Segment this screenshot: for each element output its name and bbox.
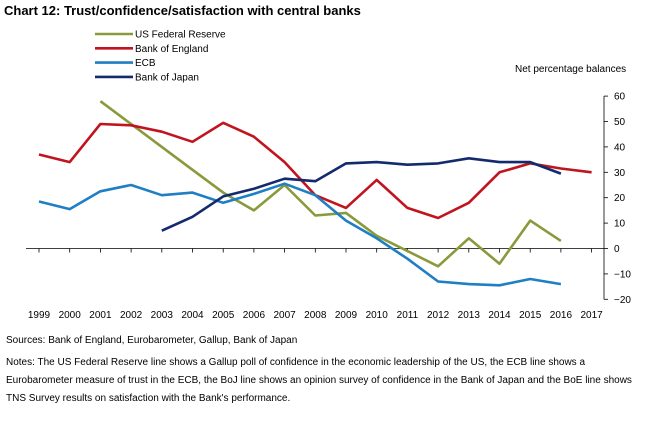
- y-tick-label: 0: [614, 244, 620, 255]
- legend-label: Bank of England: [135, 44, 208, 55]
- x-tick-label: 2005: [212, 310, 235, 321]
- y-tick-label: −10: [614, 269, 631, 280]
- y-tick-label: −20: [614, 295, 631, 306]
- y-tick-label: 10: [614, 219, 626, 230]
- x-tick-label: 2006: [243, 310, 266, 321]
- series-line-bank-of-japan: [161, 157, 562, 232]
- chart-title: Chart 12: Trust/confidence/satisfaction …: [4, 3, 361, 18]
- x-tick-label: 2012: [427, 310, 450, 321]
- series-line-ecb: [38, 182, 562, 287]
- x-tick-label: 2000: [59, 310, 82, 321]
- x-tick-label: 2009: [335, 310, 358, 321]
- axes: −20 −10 0 10 20 30 40 50 60 1999 2000 2001 2002 2003 2…: [26, 92, 631, 321]
- y-tick-label: 20: [614, 193, 626, 204]
- x-tick-label: 2013: [458, 310, 481, 321]
- legend-label: ECB: [135, 58, 156, 69]
- x-tick-label: 2002: [120, 310, 143, 321]
- series-line-bank-of-england: [38, 121, 592, 220]
- line-chart: US Federal Reserve Bank of England ECB Bank…: [26, 30, 631, 321]
- x-tick-label: 2004: [181, 310, 204, 321]
- x-tick-label: 2001: [89, 310, 112, 321]
- x-tick-label: 2011: [397, 310, 419, 321]
- x-tick-label: 1999: [28, 310, 51, 321]
- x-tick-label: 2003: [151, 310, 174, 321]
- x-tick-label: 2015: [519, 310, 542, 321]
- x-tick-label: 2017: [580, 310, 603, 321]
- legend: US Federal Reserve Bank of England ECB Bank…: [95, 30, 226, 83]
- x-tick-label: 2008: [304, 310, 327, 321]
- series-line-us-federal-reserve: [99, 100, 562, 268]
- legend-label: US Federal Reserve: [135, 30, 226, 41]
- y-axis-title: Net percentage balances: [515, 64, 626, 75]
- y-tick-label: 60: [614, 92, 626, 103]
- x-tick-label: 2016: [550, 310, 573, 321]
- y-tick-label: 50: [614, 117, 626, 128]
- notes-text: Notes: The US Federal Reserve line shows…: [6, 357, 632, 404]
- x-tick-label: 2010: [366, 310, 389, 321]
- y-tick-label: 30: [614, 168, 626, 179]
- sources-text: Sources: Bank of England, Eurobarometer,…: [6, 335, 298, 346]
- series-lines: [38, 100, 592, 287]
- y-tick-label: 40: [614, 142, 626, 153]
- x-tick-label: 2007: [273, 310, 296, 321]
- x-tick-label: 2014: [488, 310, 511, 321]
- legend-label: Bank of Japan: [135, 72, 199, 83]
